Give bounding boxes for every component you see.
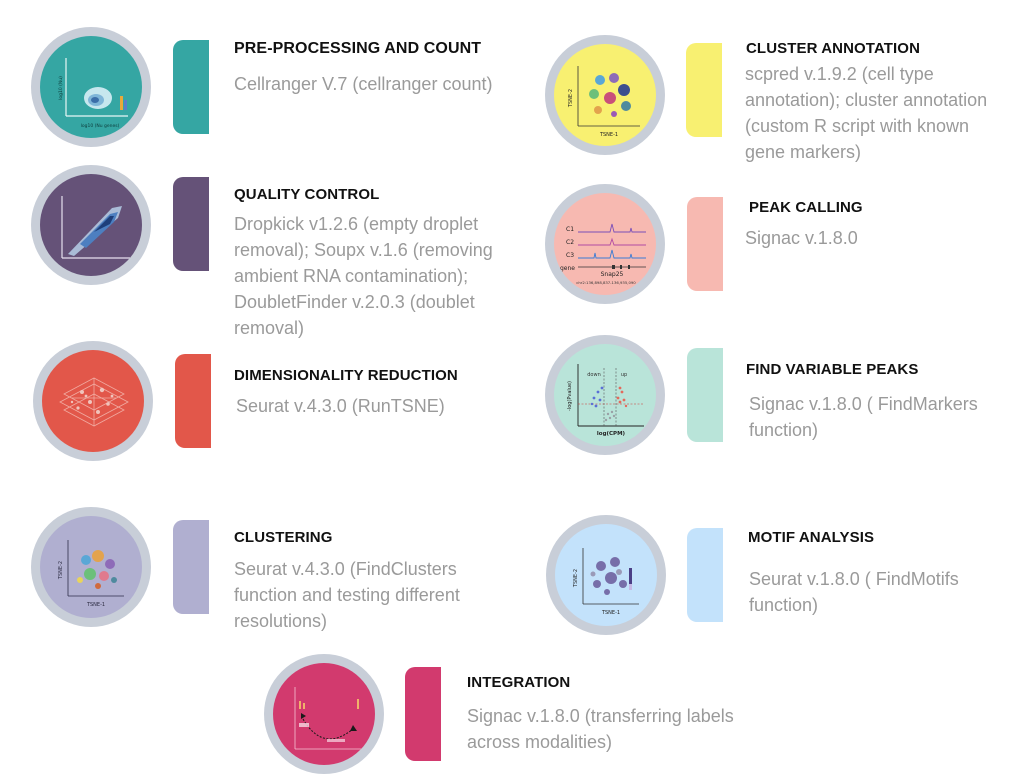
step-description: Seurat v.1.8.0 ( FindMotifs function)	[749, 569, 959, 615]
volcano-down-label: down	[587, 372, 601, 378]
track-label: C1	[566, 226, 574, 233]
step-title: PEAK CALLING	[749, 199, 863, 216]
step-color-tab	[175, 354, 211, 448]
clustering-xlabel: TSNE-1	[86, 602, 105, 608]
step-title: FIND VARIABLE PEAKS	[746, 361, 919, 378]
step-title: CLUSTER ANNOTATION	[746, 40, 921, 57]
step-title: MOTIF ANALYSIS	[748, 529, 875, 546]
motif-ylabel: TSNE-2	[573, 569, 579, 588]
step-color-tab	[173, 40, 209, 134]
step-title: PRE-PROCESSING AND COUNT	[234, 40, 482, 57]
peak-track-icon: C1 C2 C3 gene Snap25 chr2:136,898,837-13…	[545, 184, 665, 304]
step-description: Dropkick v1.2.6 (empty droplet removal);…	[234, 214, 493, 338]
step-color-tab	[687, 528, 723, 622]
volcano-xlabel: log(CPM)	[597, 431, 626, 437]
step-description: Seurat v.4.3.0 (FindClusters function an…	[234, 559, 460, 631]
step-description: Signac v.1.8.0	[745, 228, 858, 248]
gene-row-label: gene	[560, 265, 575, 272]
volcano-up-label: up	[621, 372, 627, 378]
integration-icon	[264, 654, 384, 774]
step-title: DIMENSIONALITY REDUCTION	[234, 367, 458, 384]
step-title: CLUSTERING	[234, 529, 333, 546]
step-title: QUALITY CONTROL	[234, 186, 380, 203]
motif-xlabel: TSNE-1	[601, 610, 620, 616]
volcano-plot-icon: down up log(CPM) -log(Pvalue)	[545, 335, 665, 455]
density-xlabel: log10 (Nu genes)	[81, 123, 120, 129]
3d-reduction-icon	[33, 341, 153, 461]
gene-name-label: Snap25	[601, 271, 624, 278]
step-color-tab	[173, 177, 209, 271]
annotation-xlabel: TSNE-1	[599, 132, 618, 138]
tsne-cluster-icon: TSNE-1 TSNE-2	[31, 507, 151, 627]
locus-label: chr2:136,898,837-136,935,090	[576, 280, 636, 285]
annotation-ylabel: TSNE-2	[568, 89, 574, 108]
step-description: Signac v.1.8.0 ( FindMarkers function)	[749, 394, 978, 440]
step-description: Cellranger V.7 (cellranger count)	[234, 74, 493, 94]
clustering-ylabel: TSNE-2	[58, 561, 64, 580]
step-description: Signac v.1.8.0 (transferring labels acro…	[467, 706, 734, 752]
density-plot-icon: log10 (Nu genes) log10 (Nu)	[31, 27, 151, 147]
track-label: C2	[566, 239, 574, 246]
annotated-tsne-icon: TSNE-1 TSNE-2	[545, 35, 665, 155]
track-label: C3	[566, 252, 574, 259]
motif-tsne-icon: TSNE-1 TSNE-2	[546, 515, 666, 635]
step-description: scpred v.1.9.2 (cell type annotation); c…	[745, 64, 988, 162]
step-color-tab	[405, 667, 441, 761]
step-title: INTEGRATION	[467, 674, 571, 691]
step-color-tab	[687, 197, 723, 291]
density-ylabel: log10 (Nu)	[58, 76, 64, 100]
step-color-tab	[687, 348, 723, 442]
volcano-ylabel: -log(Pvalue)	[567, 381, 573, 411]
scatter-density-icon	[31, 165, 151, 285]
step-color-tab	[686, 43, 722, 137]
step-color-tab	[173, 520, 209, 614]
step-description: Seurat v.4.3.0 (RunTSNE)	[236, 396, 445, 416]
